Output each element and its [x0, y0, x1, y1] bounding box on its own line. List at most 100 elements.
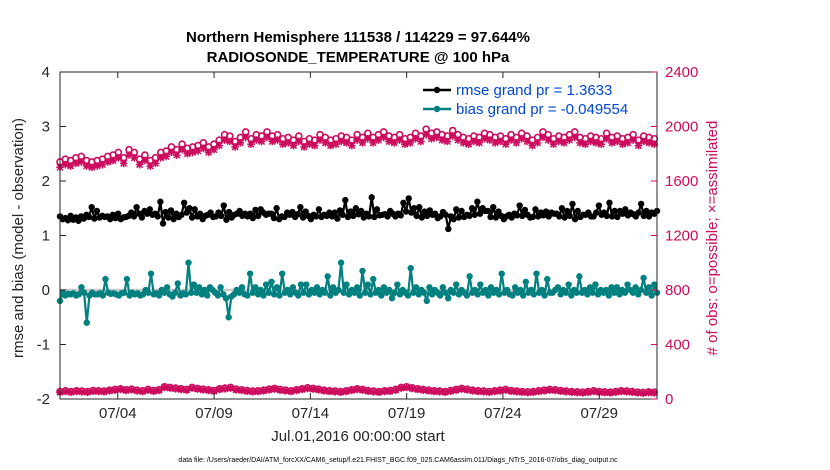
bias-point [297, 281, 305, 288]
obs-possible-point [406, 133, 415, 142]
obs-assimilated-low-point [254, 387, 262, 396]
bias-point [321, 289, 329, 296]
rmse-point [93, 207, 101, 215]
bias-point [605, 292, 613, 299]
left-tick-label: 3 [42, 119, 50, 136]
rmse-point [352, 205, 360, 212]
bias-point [442, 289, 449, 296]
bias-point [386, 286, 393, 294]
rmse-point [236, 207, 243, 215]
rmse-point [88, 203, 95, 211]
bias-point [351, 289, 358, 296]
bias-point [530, 291, 538, 298]
rmse-point [400, 199, 407, 206]
obs-assimilated-point [448, 132, 457, 140]
rmse-point [159, 220, 167, 227]
rmse-point [474, 198, 481, 205]
obs-assimilated-point [130, 154, 139, 162]
obs-assimilated-low-point [435, 387, 444, 396]
obs-assimilated-low-point [149, 387, 158, 396]
bias-point [201, 286, 208, 294]
obs-assimilated-point [310, 141, 319, 150]
obs-possible-point [417, 132, 425, 140]
bias-point [466, 273, 473, 280]
obs-assimilated-point [539, 133, 547, 142]
obs-assimilated-point [167, 148, 176, 157]
bias-point [270, 291, 278, 298]
bias-point [637, 286, 645, 294]
rmse-point [608, 213, 616, 220]
rmse-point [468, 205, 476, 212]
bias-point [423, 297, 430, 305]
obs-possible-point [241, 128, 250, 136]
rmse-point [569, 200, 576, 208]
obs-assimilated-point [135, 160, 144, 169]
obs-assimilated-point [151, 159, 160, 168]
obs-assimilated-point [332, 140, 340, 149]
bias-point [238, 284, 246, 291]
rmse-point [162, 208, 169, 216]
obs-assimilated-low-point [160, 383, 169, 392]
obs-assimilated-point [284, 139, 292, 147]
rmse-point [315, 206, 323, 213]
footer-data-file: data file: /Users/raeder/DAI/ATM_forcXX/… [178, 457, 618, 464]
obs-assimilated-low-point [622, 387, 631, 396]
obs-assimilated-point [178, 145, 186, 154]
bias-point [576, 273, 583, 280]
obs-assimilated-low-point [127, 386, 136, 394]
rmse-point [270, 214, 278, 222]
rmse-point [146, 206, 154, 213]
bias-point [554, 284, 562, 291]
obs-assimilated-low-point [507, 387, 515, 396]
rmse-point [223, 216, 230, 223]
obs-assimilated-low-point [534, 387, 543, 396]
obs-possible-low-series [56, 382, 659, 397]
rmse-point [373, 206, 381, 213]
rmse-point [490, 203, 497, 211]
bias-point [439, 284, 447, 291]
right-tick-label: 2400 [665, 64, 698, 81]
rmse-point [249, 214, 257, 222]
left-axis: -2 -1 0 1 2 3 4 [37, 64, 66, 408]
bias-point [155, 292, 163, 299]
bias-point [196, 284, 203, 291]
obs-assimilated-low-point [61, 387, 70, 396]
obs-assimilated-point [289, 141, 298, 150]
obs-possible-point [215, 136, 223, 144]
bias-point [214, 292, 222, 299]
obs-assimilated-point [279, 140, 287, 149]
obs-assimilated-point [422, 130, 430, 139]
bias-point [276, 292, 283, 299]
obs-assimilated-point [363, 134, 372, 143]
rmse-point [138, 214, 146, 221]
obs-assimilated-low-point [518, 388, 526, 396]
bias-point [370, 275, 377, 283]
obs-assimilated-point [93, 162, 101, 170]
obs-assimilated-low-point [89, 387, 97, 396]
obs-assimilated-low-point [309, 385, 317, 393]
obs-assimilated-point [162, 152, 170, 161]
bias-point [225, 314, 232, 321]
bias-point [538, 286, 546, 294]
rmse-point [614, 213, 621, 221]
obs-assimilated-point [650, 140, 659, 149]
rmse-point [519, 212, 526, 220]
bias-point [171, 289, 179, 296]
rmse-point [130, 213, 138, 220]
bias-point [236, 289, 243, 296]
obs-assimilated-low-point [237, 386, 246, 395]
rmse-point [445, 225, 452, 233]
rmse-point [297, 203, 304, 211]
bias-point [541, 292, 548, 299]
bias-point [450, 289, 457, 296]
obs-possible-point [231, 137, 239, 146]
obs-assimilated-low-point [133, 387, 141, 395]
rmse-point [423, 212, 431, 220]
obs-assimilated-point [231, 143, 239, 151]
obs-possible-point [602, 129, 611, 138]
obs-assimilated-low-point [644, 388, 653, 397]
obs-assimilated-low-point [67, 388, 75, 396]
bias-point [123, 275, 131, 283]
bias-point [217, 284, 224, 291]
